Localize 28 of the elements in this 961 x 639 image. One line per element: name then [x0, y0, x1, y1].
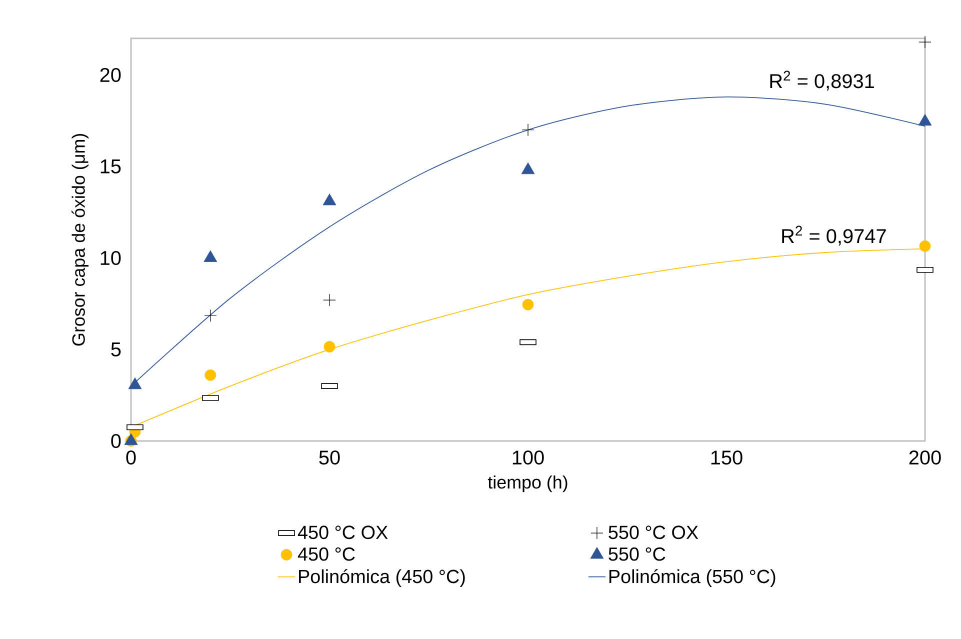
annotation: R$^{2}$ = 0,8931 [770, 70, 874, 91]
point [324, 341, 336, 352]
legend-label: 550 °C OX [608, 526, 698, 540]
point [323, 294, 336, 306]
y-tick-label: 15 [100, 160, 121, 174]
y-axis-title: Grosor capa de óxido (μm) [72, 134, 88, 346]
x-tick-label: 200 [909, 450, 941, 465]
x-tick-label: 0 [126, 450, 136, 465]
x-tick-label: 150 [711, 450, 742, 465]
y-tick-label: 20 [100, 68, 121, 82]
point [204, 309, 217, 322]
point [522, 124, 534, 136]
x-tick-label: 50 [319, 450, 340, 465]
legend-label: 450 °C [298, 547, 355, 561]
legend-label: 550 °C [608, 547, 666, 561]
legend-label: Polinómica (550 °C) [609, 569, 776, 587]
point [522, 298, 534, 310]
y-tick-label: 10 [100, 250, 121, 266]
point [204, 369, 216, 381]
point [919, 240, 931, 252]
annotation: R$^{2}$ = 0,9747 [782, 226, 886, 246]
y-tick-label: 5 [111, 342, 121, 356]
point [918, 36, 932, 48]
legend-label: Polinómica (450 °C) [299, 569, 465, 587]
y-tick-label: 0 [111, 434, 121, 448]
x-axis-title: tiempo (h) [488, 475, 568, 492]
legend-label: 450 °C OX [298, 526, 388, 540]
x-tick-label: 100 [512, 450, 544, 465]
